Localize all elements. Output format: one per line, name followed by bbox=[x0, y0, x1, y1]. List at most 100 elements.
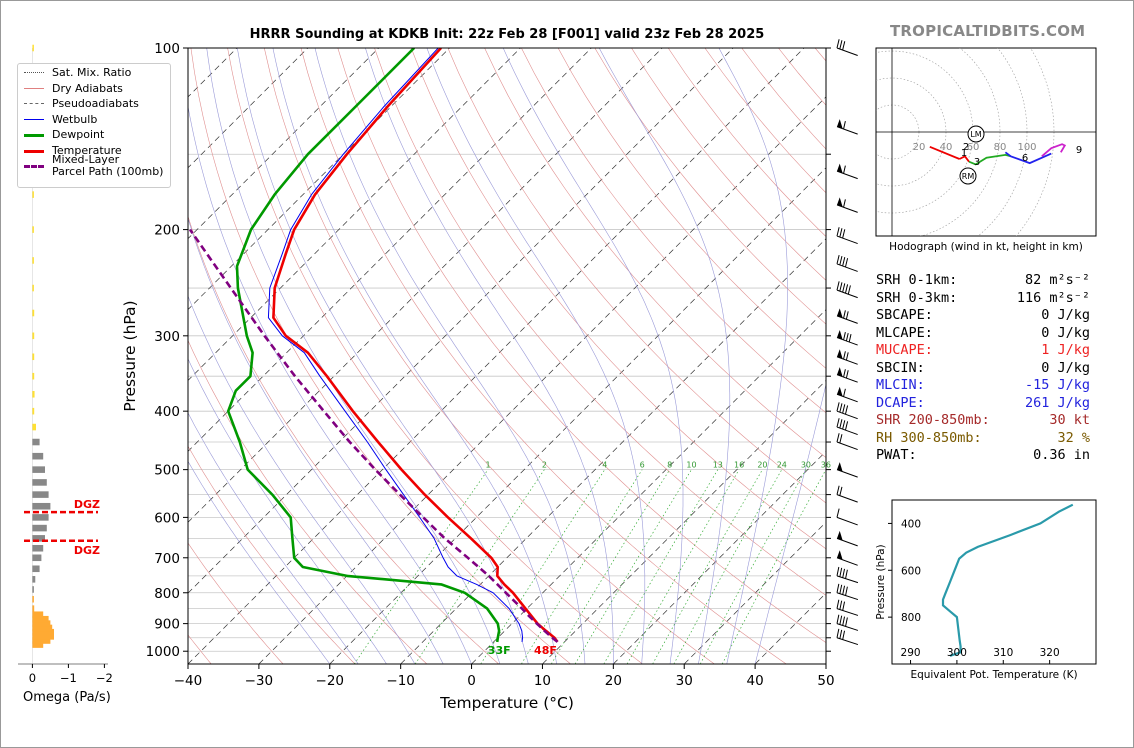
legend-swatch bbox=[22, 159, 46, 173]
thetae-y-tick-label: 800 bbox=[901, 612, 921, 624]
y-tick-label: 600 bbox=[154, 510, 180, 526]
moist-adiabat bbox=[502, 48, 684, 664]
hodograph-trace bbox=[968, 153, 1012, 166]
series-wetbulb bbox=[267, 48, 524, 642]
hodograph-trace bbox=[1041, 143, 1067, 157]
thetae-y-tick-label: 600 bbox=[901, 565, 921, 577]
mixing-ratio-line bbox=[574, 469, 692, 664]
barb-pennant bbox=[837, 367, 843, 377]
barb-flag bbox=[843, 331, 846, 341]
dry-adiabat bbox=[188, 542, 284, 664]
mixing-ratio-label: 1 bbox=[485, 461, 490, 470]
omega-bar bbox=[32, 615, 49, 623]
legend-label: Temperature bbox=[52, 143, 122, 157]
mixing-ratio-label: 20 bbox=[757, 461, 767, 470]
wind-barb bbox=[836, 530, 858, 547]
parameter-label: SBCIN: bbox=[876, 359, 925, 376]
barb-flag bbox=[839, 615, 843, 625]
thetae-x-tick-label: 310 bbox=[993, 647, 1013, 659]
y-tick-label: 400 bbox=[154, 404, 180, 420]
barb-flag bbox=[842, 257, 846, 267]
y-axis-label: Pressure (hPa) bbox=[121, 300, 139, 411]
omega-tick-label: 0 bbox=[29, 671, 36, 685]
hodograph-motion-label: LM bbox=[970, 130, 981, 139]
omega-bar bbox=[32, 544, 44, 552]
moist-adiabat bbox=[237, 48, 529, 664]
mixing-ratio-label: 30 bbox=[801, 461, 811, 470]
barb-flag bbox=[843, 388, 846, 397]
chart-title: HRRR Sounding at KDKB Init: 22z Feb 28 [… bbox=[249, 27, 765, 42]
barb-flag bbox=[839, 486, 843, 496]
omega-bar bbox=[32, 624, 53, 632]
omega-bar bbox=[32, 565, 40, 573]
wind-barb bbox=[836, 227, 858, 245]
wind-barb bbox=[836, 628, 859, 646]
dgz-label-bottom: DGZ bbox=[74, 544, 100, 557]
barb-flag bbox=[845, 569, 848, 579]
barb-flag bbox=[836, 614, 840, 624]
wind-barb bbox=[836, 614, 859, 631]
barb-pennant bbox=[837, 386, 843, 397]
wind-barb bbox=[836, 367, 858, 383]
hodograph-motion-marker bbox=[967, 125, 985, 143]
mixing-ratio-line bbox=[550, 469, 670, 664]
dry-adiabat bbox=[188, 215, 499, 664]
omega-bar bbox=[32, 309, 35, 317]
barb-flag bbox=[843, 199, 846, 208]
hodograph-trace bbox=[959, 155, 970, 163]
omega-bar bbox=[32, 191, 34, 198]
isotherm-line bbox=[471, 309, 826, 664]
omega-bar bbox=[32, 226, 34, 233]
dry-adiabat bbox=[300, 48, 787, 664]
barb-flag bbox=[844, 284, 849, 294]
wind-barb bbox=[836, 119, 858, 135]
x-tick-label: 30 bbox=[676, 673, 693, 689]
wind-barb bbox=[836, 308, 858, 324]
legend-item: Pseudoadiabats bbox=[22, 97, 139, 111]
barb-flag bbox=[836, 508, 840, 518]
mixing-ratio-label: 10 bbox=[686, 461, 696, 470]
thetae-x-tick-label: 290 bbox=[901, 647, 921, 659]
barb-flag bbox=[839, 419, 843, 429]
thetae-x-label: Equivalent Pot. Temperature (K) bbox=[910, 669, 1077, 681]
parameter-value: 0 J/kg bbox=[1041, 359, 1090, 376]
legend-label: Sat. Mix. Ratio bbox=[52, 66, 132, 79]
parameter-value: 32 % bbox=[1057, 429, 1090, 446]
barb-staff bbox=[836, 608, 859, 616]
y-tick-label: 800 bbox=[154, 586, 180, 602]
omega-bar bbox=[32, 257, 34, 264]
isotherm-line bbox=[188, 48, 379, 240]
y-tick-label: 200 bbox=[154, 223, 180, 239]
x-tick-label: 20 bbox=[605, 673, 622, 689]
barb-flag bbox=[843, 369, 846, 378]
parameter-table: SRH 0-1km: 82 m²s⁻² SRH 0-3km: 116 m²s⁻² SBC… bbox=[876, 272, 1090, 465]
barb-flag bbox=[836, 227, 840, 237]
moist-adiabat bbox=[314, 48, 586, 664]
parameter-row: MLCIN: -15 J/kg bbox=[876, 377, 1090, 395]
omega-bar bbox=[32, 423, 36, 431]
barb-flag bbox=[836, 566, 840, 576]
mixing-ratio-label: 2 bbox=[542, 461, 547, 470]
parameter-value: 82 m²s⁻² bbox=[1024, 272, 1090, 288]
x-tick-label: 10 bbox=[534, 673, 551, 689]
mixing-ratio-line bbox=[626, 469, 740, 664]
moist-adiabat bbox=[206, 48, 501, 664]
legend-item: Mixed-Layer Parcel Path (100mb) bbox=[22, 154, 163, 178]
barb-staff bbox=[836, 47, 858, 56]
mixing-ratio-label: 24 bbox=[777, 461, 787, 470]
hodograph-height-label: 2 bbox=[963, 142, 969, 153]
barb-staff bbox=[836, 516, 858, 526]
parameter-label: MLCIN: bbox=[876, 377, 925, 393]
hodograph-ring-label: 60 bbox=[967, 142, 980, 153]
barb-flag bbox=[839, 629, 843, 639]
hodograph-height-label: 9 bbox=[1076, 145, 1082, 156]
parameter-value: 116 m²s⁻² bbox=[1016, 289, 1090, 306]
barb-flag bbox=[839, 228, 843, 238]
x-tick-label: 0 bbox=[467, 673, 476, 689]
barb-pennant bbox=[837, 550, 843, 560]
hodograph-ring-label: 80 bbox=[994, 142, 1007, 153]
barb-pennant bbox=[837, 308, 843, 318]
wind-barb bbox=[836, 330, 858, 346]
hodograph-trace bbox=[929, 145, 960, 160]
